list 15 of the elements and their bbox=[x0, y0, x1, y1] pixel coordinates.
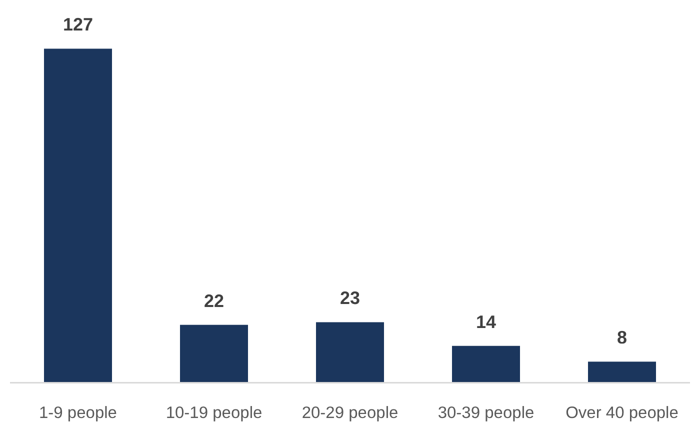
x-tick-label: 20-29 people bbox=[302, 404, 398, 422]
x-tick-label: 1-9 people bbox=[39, 404, 117, 422]
data-label: 127 bbox=[62, 14, 94, 35]
bar bbox=[180, 324, 248, 383]
data-label: 8 bbox=[616, 328, 628, 348]
x-tick-label: 10-19 people bbox=[166, 404, 262, 422]
bar bbox=[588, 362, 656, 383]
bar bbox=[44, 48, 112, 383]
bar bbox=[316, 322, 384, 383]
data-label: 22 bbox=[204, 290, 224, 311]
data-label: 23 bbox=[340, 288, 360, 308]
bar bbox=[452, 346, 520, 383]
x-tick-label: 30-39 people bbox=[438, 404, 534, 422]
x-tick-label: Over 40 people bbox=[566, 404, 678, 422]
data-label: 14 bbox=[476, 312, 496, 332]
